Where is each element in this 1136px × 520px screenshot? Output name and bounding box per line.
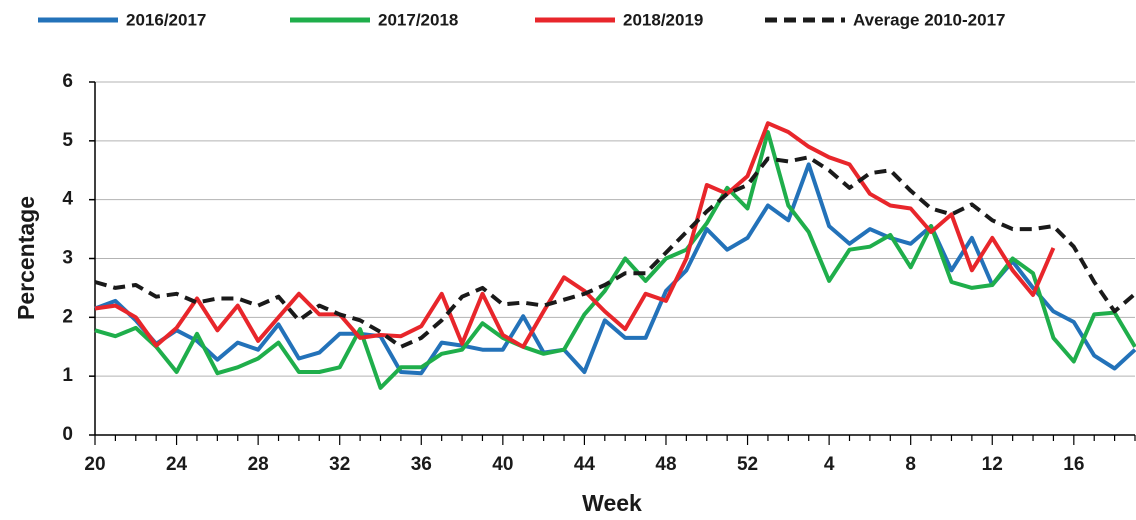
x-tick-label: 28 xyxy=(248,454,269,475)
y-tick-label: 5 xyxy=(62,130,73,151)
y-axis-title: Percentage xyxy=(13,196,39,320)
legend-label: 2017/2018 xyxy=(378,10,458,29)
series-line xyxy=(94,162,1136,376)
y-tick-label: 1 xyxy=(62,365,73,386)
series-line xyxy=(94,121,1056,349)
legend-label: 2016/2017 xyxy=(126,10,206,29)
x-tick-label: 36 xyxy=(411,454,432,475)
y-tick-label: 4 xyxy=(62,189,73,210)
x-axis-title: Week xyxy=(582,490,642,516)
legend-label: 2018/2019 xyxy=(623,10,703,29)
x-tick-label: 44 xyxy=(574,454,596,475)
x-tick-label: 32 xyxy=(329,454,350,475)
y-tick-label: 2 xyxy=(62,306,73,327)
x-tick-label: 52 xyxy=(737,454,758,475)
x-tick-label: 40 xyxy=(492,454,513,475)
x-tick-label: 4 xyxy=(824,454,835,475)
x-tick-label: 12 xyxy=(982,454,1003,475)
series-line xyxy=(94,130,1136,390)
x-tick-label: 24 xyxy=(166,454,188,475)
y-tick-label: 3 xyxy=(62,248,73,269)
y-tick-label: 0 xyxy=(62,424,73,445)
x-tick-label: 16 xyxy=(1063,454,1084,475)
x-tick-label: 20 xyxy=(84,454,105,475)
series-line xyxy=(94,155,1136,349)
x-tick-label: 8 xyxy=(905,454,916,475)
legend-label: Average 2010-2017 xyxy=(853,10,1006,29)
y-tick-label: 6 xyxy=(62,71,73,92)
x-tick-label: 48 xyxy=(655,454,676,475)
